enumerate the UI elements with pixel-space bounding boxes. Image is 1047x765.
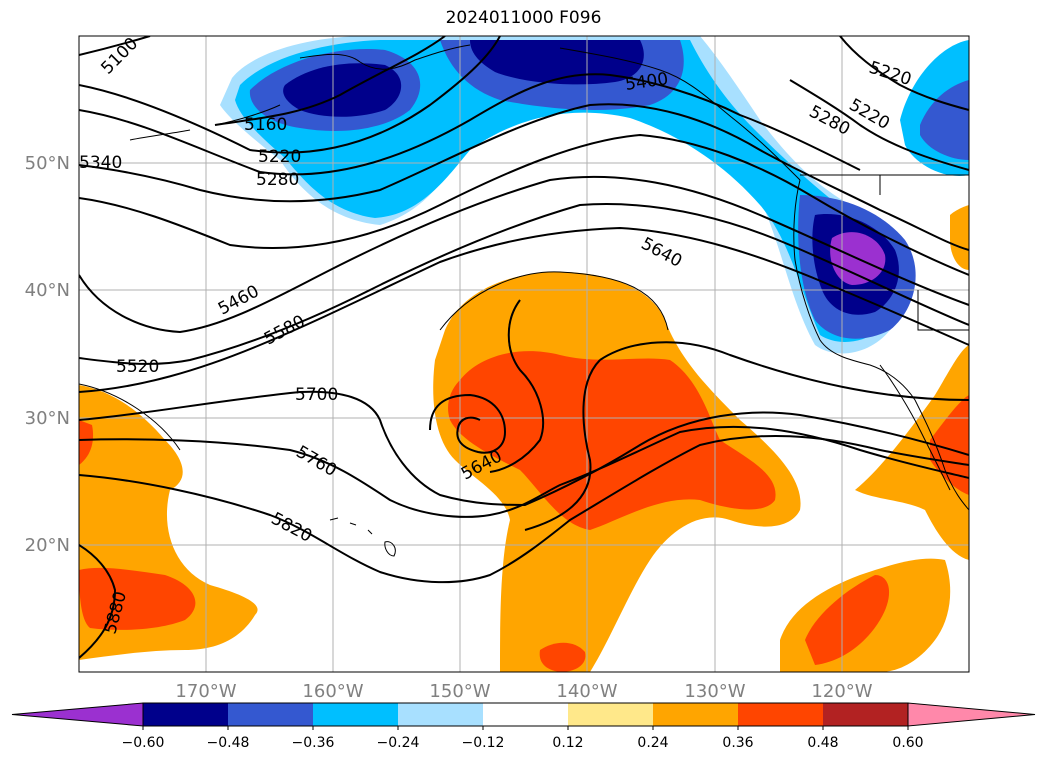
contour-label: 5820 [268,509,316,547]
contour-label: 5580 [261,311,309,349]
colorbar-segment [823,703,908,726]
contour-5820 [79,434,969,584]
negative-anomaly-core-north-dark [470,40,644,85]
colorbar-segment [313,703,398,726]
colorbar-tick-label: 0.60 [892,735,923,751]
lat-tick-label: 20°N [25,535,70,556]
map-title: 2024011000 F096 [445,8,602,28]
contour-5400 [79,133,969,276]
positive-anomaly-southwest-core [79,567,196,630]
contour-5160 [214,36,446,126]
lat-tick-label: 50°N [25,153,70,174]
contour-5220-east [839,36,969,111]
lat-tick-label: 30°N [25,408,70,429]
colorbar-segment [568,703,653,726]
height-contours [79,36,969,659]
colorbar-tick-label: −0.24 [377,735,420,751]
colorbar-tick-label: −0.48 [207,735,250,751]
colorbar-segment [483,703,568,726]
contour-label: 5220 [258,147,301,167]
contour-5520 [79,203,969,365]
lon-tick-label: 130°W [684,681,745,702]
colorbar [11,702,1036,727]
contour-5280-west [79,73,861,176]
colorbar-segment [398,703,483,726]
graticule [79,36,969,672]
positive-anomaly-east-edge [950,205,969,270]
colorbar-extend-low [11,702,144,727]
colorbar-segment [738,703,823,726]
contour-5880 [79,544,117,659]
lat-tick-label: 40°N [25,280,70,301]
west-coast [793,174,969,511]
contour-label: 5520 [116,357,159,377]
alaska-coast [129,44,801,181]
colorbar-extend-high [907,702,1036,727]
contour-label: 5280 [806,102,854,140]
colorbar-tick-label: 0.36 [722,735,753,751]
colorbar-tick-label: 0.24 [637,735,668,751]
colorbar-segment [143,703,228,726]
contour-label: 5220 [846,95,893,134]
contour-label: 5220 [866,58,913,90]
contour-5580 [79,226,969,393]
negative-anomaly-northeast-core [920,80,969,160]
positive-anomaly-central-core [448,351,776,530]
colorbar-tick-label: −0.60 [122,735,165,751]
colorbar-tick-label: −0.36 [292,735,335,751]
plot-frame [78,35,970,673]
contour-5460 [79,175,969,334]
colorbar-segment [653,703,738,726]
contour-label: 5340 [79,153,122,173]
contour-5340 [79,103,969,251]
lon-tick-label: 120°W [811,681,872,702]
contour-label: 5160 [244,115,287,135]
lon-tick-label: 160°W [302,681,363,702]
contour-5760 [79,425,969,518]
positive-anomaly-southeast-core [805,575,890,665]
colorbar-tick-label: −0.12 [462,735,505,751]
lon-tick-label: 140°W [556,681,617,702]
colorbar-tick-label: 0.12 [552,735,583,751]
contour-label: 5640 [638,234,686,272]
hawaii-islands [329,517,396,557]
positive-anomaly-west-edge [79,420,94,465]
contour-label: 5700 [295,385,338,405]
contour-5640-ring [429,393,507,454]
contour-label: 5460 [215,281,263,319]
contour-label: 5280 [256,170,299,190]
lon-tick-labels: 170°W 160°W 150°W 140°W 130°W 120°W [175,681,872,702]
colorbar-tick-labels: −0.60 −0.48 −0.36 −0.24 −0.12 0.12 0.24 0.36 0.4… [122,726,924,751]
colorbar-outline [142,702,909,727]
contour-5100 [79,36,151,56]
colorbar-segment [228,703,313,726]
contour-5220-west [79,36,501,154]
lon-tick-label: 170°W [175,681,236,702]
lat-tick-labels: 50°N 40°N 30°N 20°N [25,153,70,556]
contour-5700 [79,390,969,507]
lon-tick-label: 150°W [429,681,490,702]
negative-anomaly-core-west-dark [283,63,402,117]
contour-5220-east2 [789,79,969,171]
contour-5640-east [599,341,969,401]
contour-5640-outer [489,299,601,531]
colorbar-tick-label: 0.48 [807,735,838,751]
positive-anomaly-sw-small [539,642,586,672]
